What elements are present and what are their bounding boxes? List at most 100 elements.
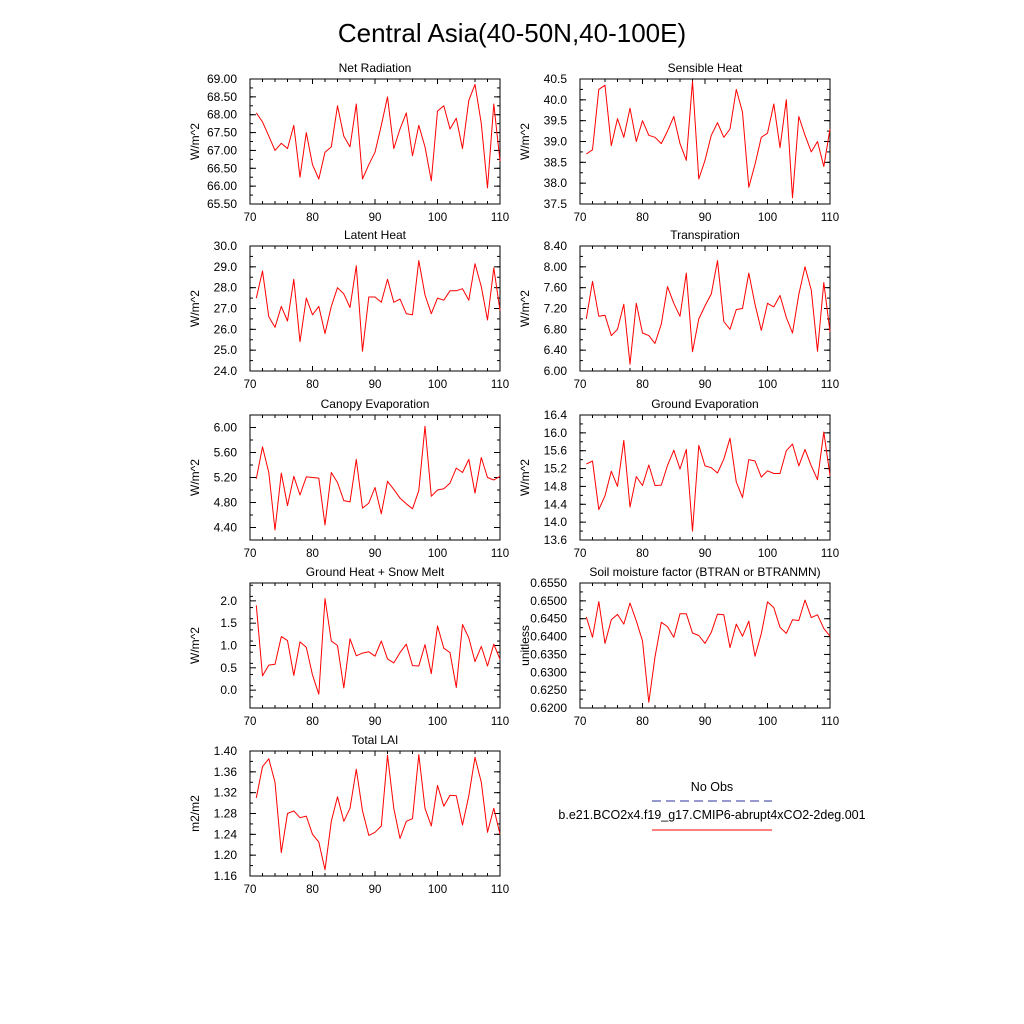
x-tick-label: 90: [369, 884, 382, 896]
y-axis-label: unitless: [518, 625, 532, 666]
series-line: [255, 598, 501, 695]
y-tick-label: 67.50: [207, 126, 237, 140]
series-line: [255, 260, 501, 352]
panel-latent-heat: Latent Heat W/m^2 70 80 90 100 110 24.0 25.0 26.0…: [188, 228, 509, 391]
series-line: [255, 754, 501, 871]
panel-title: Sensible Heat: [668, 61, 743, 75]
y-tick-label: 30.0: [214, 239, 238, 253]
x-tick-label: 80: [636, 548, 649, 560]
y-tick-label: 27.0: [214, 302, 238, 316]
x-tick-label: 100: [428, 379, 447, 391]
y-axis-label: W/m^2: [188, 459, 202, 496]
y-tick-label: 2.0: [220, 594, 237, 608]
x-tick-label: 90: [699, 716, 712, 728]
y-tick-label: 38.0: [544, 176, 568, 190]
x-tick-label: 110: [821, 548, 839, 560]
y-tick-label: 29.0: [214, 260, 238, 274]
y-tick-label: 66.00: [207, 179, 237, 193]
y-tick-label: 24.0: [214, 364, 238, 378]
y-tick-label: 4.80: [214, 496, 238, 510]
y-tick-label: 39.5: [544, 114, 568, 128]
panel-ground-heat-snow-melt: Ground Heat + Snow Melt W/m^2 70 80 90 100 110…: [188, 565, 509, 728]
y-tick-label: 38.5: [544, 155, 568, 169]
y-tick-label: 1.0: [220, 639, 237, 653]
x-tick-label: 90: [369, 548, 382, 560]
x-tick-label: 80: [306, 379, 319, 391]
y-axis-label: W/m^2: [518, 290, 532, 327]
y-tick-label: 16.0: [544, 426, 568, 440]
y-axis-label: W/m^2: [188, 627, 202, 664]
y-tick-label: 7.20: [544, 302, 568, 316]
panel-transpiration: Transpiration W/m^2 70 80 90 100 110 6.00 6.40 6.…: [518, 228, 839, 391]
y-tick-label: 14.4: [544, 497, 568, 511]
y-tick-label: 5.60: [214, 446, 238, 460]
legend-model-label: b.e21.BCO2x4.f19_g17.CMIP6-abrupt4xCO2-2…: [558, 808, 865, 822]
series-line: [586, 80, 831, 199]
y-tick-label: 15.2: [544, 462, 568, 476]
y-axis-label: W/m^2: [518, 123, 532, 160]
x-tick-label: 110: [821, 379, 839, 391]
panel-canopy-evaporation: Canopy Evaporation W/m^2 70 80 90 100 110 4.40 4…: [188, 397, 509, 560]
x-tick-label: 80: [306, 884, 319, 896]
x-tick-label: 90: [369, 379, 382, 391]
x-tick-label: 80: [306, 548, 319, 560]
legend: No Obs b.e21.BCO2x4.f19_g17.CMIP6-abrupt…: [558, 780, 866, 831]
y-tick-label: 1.40: [214, 744, 238, 758]
y-tick-label: 6.80: [544, 322, 568, 336]
y-tick-label: 8.00: [544, 260, 568, 274]
x-tick-label: 70: [244, 212, 257, 224]
y-tick-label: 25.0: [214, 343, 238, 357]
y-tick-label: 7.60: [544, 281, 568, 295]
x-tick-label: 100: [428, 716, 447, 728]
y-tick-label: 0.6350: [530, 647, 567, 661]
y-tick-label: 1.5: [220, 616, 237, 630]
y-tick-label: 68.50: [207, 90, 237, 104]
y-tick-label: 66.50: [207, 161, 237, 175]
y-tick-label: 14.0: [544, 515, 568, 529]
y-tick-label: 40.5: [544, 72, 568, 86]
series-line: [585, 260, 831, 365]
x-tick-label: 70: [574, 379, 587, 391]
panel-ground-evaporation: Ground Evaporation W/m^2 70 80 90 100 110 13.6 1…: [518, 397, 839, 560]
x-tick-label: 90: [369, 716, 382, 728]
x-tick-label: 110: [491, 379, 509, 391]
y-tick-label: 1.20: [214, 848, 238, 862]
y-tick-label: 39.0: [544, 135, 568, 149]
panel-net-radiation: Net Radiation W/m^2 70 80 90 100 110 65.50 66.00…: [188, 61, 509, 224]
y-tick-label: 1.24: [214, 827, 238, 841]
y-tick-label: 5.20: [214, 471, 238, 485]
y-tick-label: 8.40: [544, 239, 568, 253]
x-tick-label: 70: [244, 379, 257, 391]
y-tick-label: 16.4: [544, 408, 568, 422]
y-tick-label: 69.00: [207, 72, 237, 86]
y-tick-label: 6.40: [544, 343, 568, 357]
x-tick-label: 80: [306, 716, 319, 728]
y-tick-label: 13.6: [544, 533, 568, 547]
y-tick-label: 1.36: [214, 765, 238, 779]
figure-title: Central Asia(40-50N,40-100E): [338, 18, 686, 48]
y-tick-label: 0.6400: [530, 630, 567, 644]
panel-title: Ground Heat + Snow Melt: [306, 565, 445, 579]
y-tick-label: 0.6300: [530, 665, 567, 679]
y-axis-label: W/m^2: [188, 123, 202, 160]
y-tick-label: 14.8: [544, 479, 568, 493]
panel-soil-moisture-factor-btran-or-btranmn: Soil moisture factor (BTRAN or BTRANMN) u…: [518, 565, 839, 728]
x-tick-label: 70: [574, 548, 587, 560]
x-tick-label: 90: [699, 548, 712, 560]
x-tick-label: 90: [369, 212, 382, 224]
y-tick-label: 6.00: [214, 421, 238, 435]
x-tick-label: 70: [574, 212, 587, 224]
y-tick-label: 1.32: [214, 786, 238, 800]
x-tick-label: 70: [244, 716, 257, 728]
y-axis-label: W/m^2: [188, 290, 202, 327]
x-tick-label: 90: [699, 379, 712, 391]
y-tick-label: 0.6550: [530, 576, 567, 590]
x-tick-label: 110: [491, 212, 509, 224]
y-tick-label: 0.6500: [530, 594, 567, 608]
x-tick-label: 100: [428, 212, 447, 224]
panel-title: Canopy Evaporation: [321, 397, 430, 411]
panel-title: Ground Evaporation: [651, 397, 758, 411]
panel-title: Transpiration: [670, 228, 740, 242]
y-tick-label: 28.0: [214, 281, 238, 295]
y-tick-label: 15.6: [544, 444, 568, 458]
